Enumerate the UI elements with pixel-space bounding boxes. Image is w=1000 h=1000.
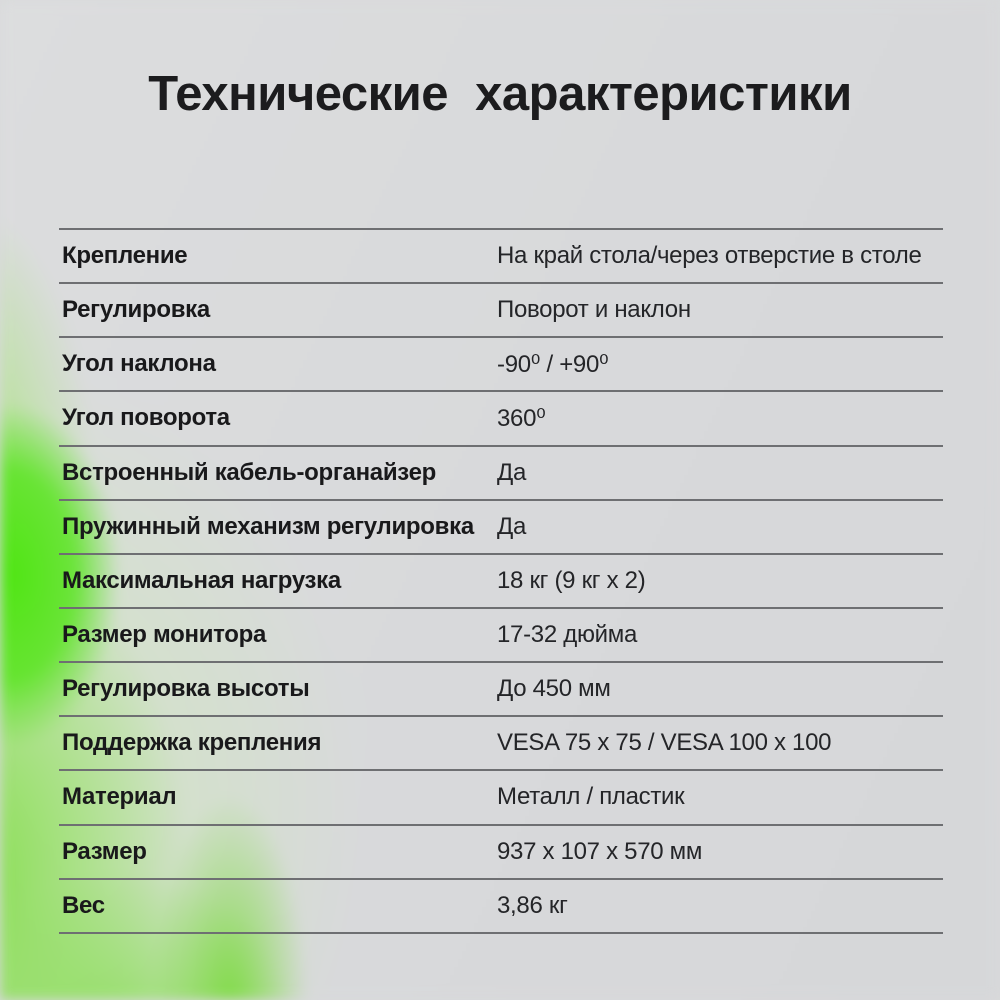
- spec-value: Металл / пластик: [497, 783, 685, 811]
- spec-row-max-load: Максимальная нагрузка 18 кг (9 кг х 2): [59, 552, 943, 607]
- spec-row-material: Материал Металл / пластик: [59, 769, 943, 823]
- spec-value: 18 кг (9 кг х 2): [497, 566, 646, 594]
- spec-row-size: Размер 937 х 107 х 570 мм: [59, 823, 943, 878]
- spec-row-spring-mechanism: Пружинный механизм регулировка Да: [59, 498, 943, 553]
- spec-value: 937 х 107 х 570 мм: [497, 837, 703, 865]
- spec-label: Крепление: [62, 242, 188, 270]
- spec-label: Угол наклона: [62, 350, 216, 378]
- spec-label: Материал: [62, 783, 177, 811]
- spec-value: 17-32 дюйма: [497, 621, 638, 649]
- page-title: Технические характеристики: [148, 67, 852, 121]
- spec-label: Регулировка: [62, 296, 210, 324]
- spec-value: Поворот и наклон: [497, 296, 691, 324]
- spec-value: -90⁰ / +90⁰: [497, 350, 609, 378]
- spec-label: Размер: [62, 837, 147, 865]
- spec-label: Вес: [62, 891, 105, 919]
- spec-row-monitor-size: Размер монитора 17-32 дюйма: [59, 606, 943, 661]
- spec-row-weight: Вес 3,86 кг: [59, 877, 943, 932]
- spec-row-swivel-angle: Угол поворота 360⁰: [59, 390, 943, 444]
- spec-label: Максимальная нагрузка: [62, 566, 341, 594]
- spec-label: Поддержка крепления: [62, 729, 322, 757]
- spec-row-mount: Крепление На край стола/через отверстие …: [59, 228, 943, 282]
- spec-value: 360⁰: [497, 404, 546, 432]
- spec-row-vesa-support: Поддержка крепления VESA 75 x 75 / VESA …: [59, 715, 943, 769]
- spec-value: На край стола/через отверстие в столе: [497, 242, 922, 270]
- spec-row-cable-organizer: Встроенный кабель-органайзер Да: [59, 444, 943, 499]
- spec-label: Пружинный механизм регулировка: [62, 512, 474, 540]
- spec-row-tilt-angle: Угол наклона -90⁰ / +90⁰: [59, 336, 943, 390]
- spec-label: Размер монитора: [62, 621, 267, 649]
- spec-label: Регулировка высоты: [62, 675, 310, 703]
- spec-value: VESA 75 x 75 / VESA 100 x 100: [497, 729, 832, 757]
- spec-value: Да: [497, 512, 527, 540]
- spec-table: Крепление На край стола/через отверстие …: [59, 228, 943, 934]
- spec-row-adjustment: Регулировка Поворот и наклон: [59, 282, 943, 336]
- spec-label: Угол поворота: [62, 404, 230, 432]
- spec-label: Встроенный кабель-органайзер: [62, 458, 437, 486]
- spec-value: Да: [497, 458, 527, 486]
- spec-value: До 450 мм: [497, 675, 611, 703]
- spec-row-height-adjustment: Регулировка высоты До 450 мм: [59, 661, 943, 715]
- spec-value: 3,86 кг: [497, 891, 568, 919]
